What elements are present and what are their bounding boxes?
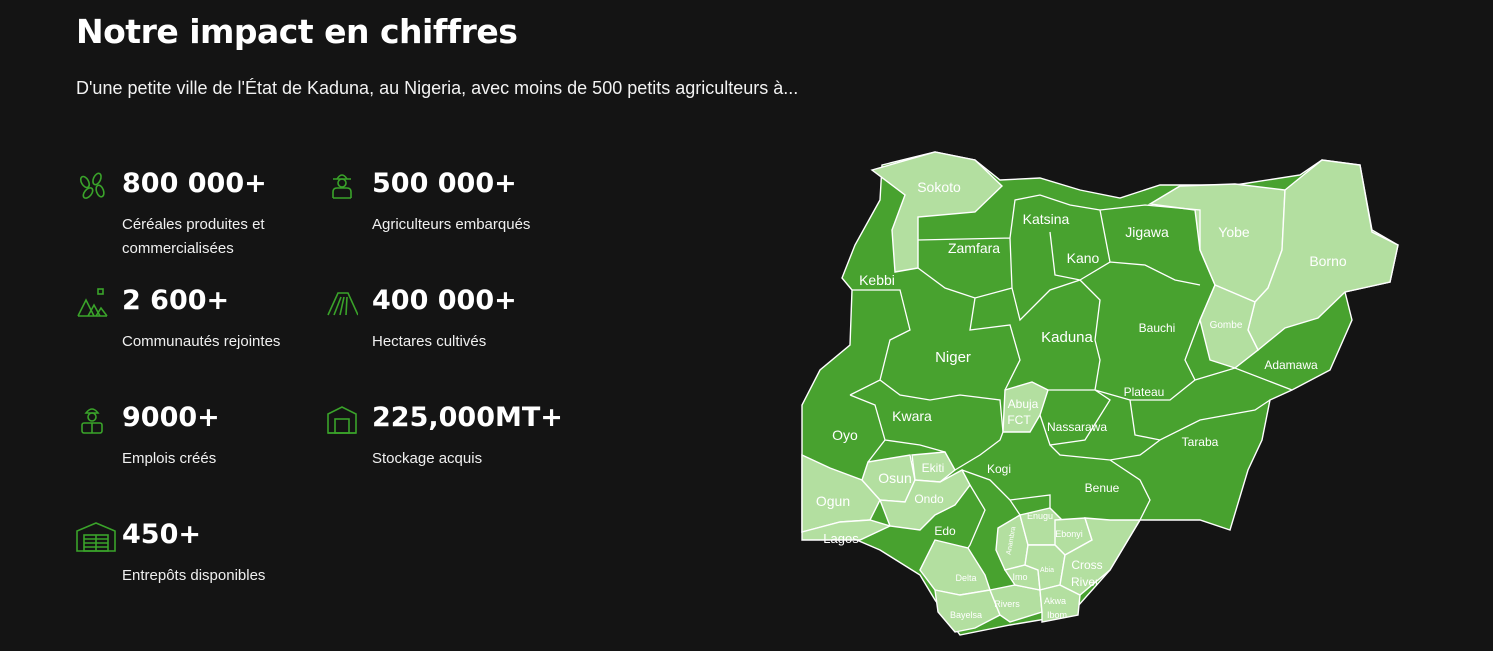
stat-label: Entrepôts disponibles — [122, 567, 266, 584]
worker-icon — [81, 408, 103, 434]
label-rivers: Rivers — [994, 599, 1020, 609]
state-ondo — [878, 469, 971, 531]
farmer-icon — [332, 174, 352, 199]
stat-label: Stockage acquis — [372, 450, 483, 467]
label-taraba: Taraba — [1182, 435, 1219, 449]
state-gombe — [1199, 284, 1259, 369]
page-subtitle: D'une petite ville de l'État de Kaduna, … — [76, 78, 799, 98]
stat-value: 2 600+ — [122, 285, 230, 316]
state-borno — [1247, 159, 1399, 352]
warehouse-icon — [76, 522, 116, 552]
stat-value: 800 000+ — [122, 168, 267, 199]
label-plateau: Plateau — [1124, 385, 1165, 399]
state-cross-river — [1059, 517, 1142, 596]
state-sokoto — [870, 151, 1004, 273]
label-gombe: Gombe — [1210, 320, 1243, 331]
label-imo: Imo — [1012, 572, 1027, 582]
label-osun: Osun — [878, 470, 911, 486]
stat-value: 225,000MT+ — [372, 402, 563, 433]
label-anambra: Anambra — [1006, 526, 1018, 555]
label-enugu: Enugu — [1027, 511, 1053, 521]
label-nassarawa: Nassarawa — [1047, 420, 1107, 434]
storage-icon — [327, 406, 357, 434]
label-ogun: Ogun — [816, 493, 850, 509]
label-benue: Benue — [1085, 481, 1120, 495]
label-lagos: Lagos — [823, 531, 859, 546]
label-sokoto: Sokoto — [917, 179, 961, 195]
label-katsina: Katsina — [1023, 211, 1070, 227]
label-jigawa: Jigawa — [1125, 224, 1169, 240]
label-niger: Niger — [935, 349, 971, 366]
state-ekiti — [911, 451, 956, 483]
field-icon — [327, 292, 358, 316]
label-yobe: Yobe — [1218, 224, 1250, 240]
label-fct: FCT — [1007, 413, 1031, 427]
grain-icon — [79, 172, 105, 199]
label-edo: Edo — [934, 524, 956, 538]
label-ekiti: Ekiti — [922, 461, 945, 475]
label-borno: Borno — [1309, 253, 1347, 269]
label-kogi: Kogi — [987, 462, 1011, 476]
label-cross: Cross — [1071, 558, 1102, 572]
state-borders — [849, 194, 1293, 549]
stat-value: 500 000+ — [372, 168, 517, 199]
label-kano: Kano — [1067, 250, 1100, 266]
label-bayelsa: Bayelsa — [950, 610, 982, 620]
label-delta: Delta — [955, 573, 976, 583]
state-bayelsa — [934, 589, 1001, 633]
stat-label: Agriculteurs embarqués — [372, 216, 531, 233]
stat-label: Emplois créés — [122, 450, 217, 467]
label-bauchi: Bauchi — [1139, 321, 1176, 335]
stat-label: Communautés rejointes — [122, 333, 281, 350]
label-kebbi: Kebbi — [859, 272, 895, 288]
stat-value: 450+ — [122, 519, 201, 550]
community-icon — [77, 288, 108, 317]
label-abia: Abia — [1040, 567, 1054, 574]
stat-label: Céréales produites et commercialisées — [122, 216, 265, 257]
label-oyo: Oyo — [832, 427, 858, 443]
label-kaduna: Kaduna — [1041, 329, 1093, 346]
stat-value: 9000+ — [122, 402, 220, 433]
stat-value: 400 000+ — [372, 285, 517, 316]
label-river: River — [1071, 575, 1099, 589]
label-abuja: Abuja — [1008, 397, 1039, 411]
label-ebonyi: Ebonyi — [1055, 529, 1083, 539]
label-zamfara: Zamfara — [948, 240, 1000, 256]
page-title: Notre impact en chiffres — [76, 12, 518, 51]
label-adamawa: Adamawa — [1264, 358, 1318, 372]
stat-label: Hectares cultivés — [372, 333, 487, 350]
label-ibom: Ibom — [1047, 610, 1067, 620]
label-ondo: Ondo — [914, 492, 944, 506]
label-kwara: Kwara — [892, 408, 932, 424]
label-akwa: Akwa — [1044, 596, 1066, 606]
